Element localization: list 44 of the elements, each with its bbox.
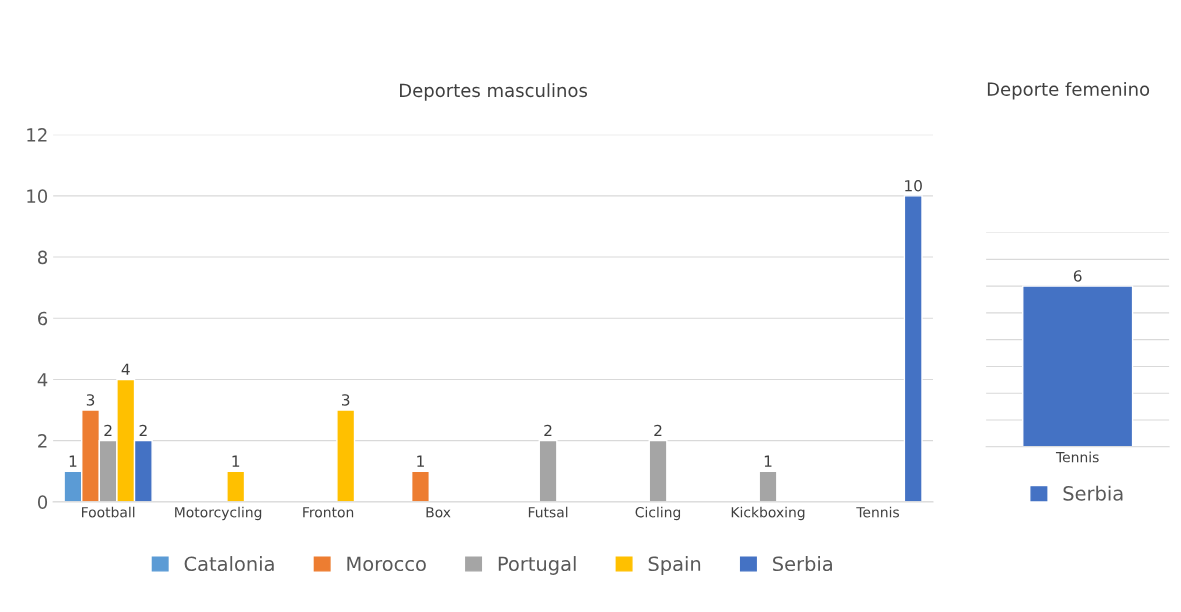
- bar: [758, 470, 778, 502]
- data-label: 10: [905, 179, 922, 192]
- data-label: 3: [86, 394, 95, 406]
- x-tick-label: Kickboxing: [731, 506, 805, 521]
- data-label: 3: [342, 394, 350, 406]
- bar: [336, 409, 356, 502]
- legend-label: Serbia: [773, 556, 832, 572]
- data-label: 1: [764, 455, 772, 467]
- y-tick-label: 2: [38, 434, 47, 448]
- data-label: 6: [1073, 270, 1082, 282]
- x-tick-label: Cicling: [635, 506, 681, 521]
- data-label: 1: [417, 455, 424, 467]
- legend-label: Portugal: [498, 556, 576, 575]
- bar: [538, 439, 558, 502]
- bar: [226, 470, 246, 502]
- data-label: 1: [232, 455, 240, 467]
- chart-title: Deporte femenino: [987, 81, 1150, 100]
- bar: [648, 439, 668, 502]
- x-tick-label: Fronton: [303, 507, 354, 518]
- y-tick-label: 6: [38, 311, 48, 326]
- y-tick-label: 4: [37, 373, 48, 387]
- x-tick-label: Football: [82, 506, 135, 518]
- data-label: 2: [104, 424, 112, 437]
- y-tick-label: 0: [37, 495, 48, 509]
- x-tick-label: Tennis: [856, 506, 900, 518]
- legend-label: Morocco: [347, 556, 426, 572]
- x-tick-label: Tennis: [1055, 451, 1099, 463]
- data-label: 1: [69, 455, 77, 467]
- legend-label: Catalonia: [184, 556, 274, 572]
- y-tick-label: 8: [38, 250, 48, 265]
- bar: [410, 470, 430, 502]
- legend-label: Serbia: [1063, 485, 1123, 501]
- chart-title: Deportes masculinos: [400, 83, 588, 101]
- x-tick-label: Box: [426, 507, 451, 518]
- y-tick-label: 10: [27, 189, 48, 203]
- data-label: 4: [121, 363, 130, 375]
- data-label: 2: [139, 424, 147, 437]
- y-tick-label: 12: [27, 128, 47, 142]
- bar: [903, 195, 923, 502]
- legend-label: Spain: [648, 556, 701, 575]
- data-label: 2: [654, 424, 662, 437]
- data-label: 2: [544, 424, 552, 437]
- x-tick-label: Motorcycling: [175, 506, 262, 521]
- x-tick-label: Futsal: [528, 506, 568, 518]
